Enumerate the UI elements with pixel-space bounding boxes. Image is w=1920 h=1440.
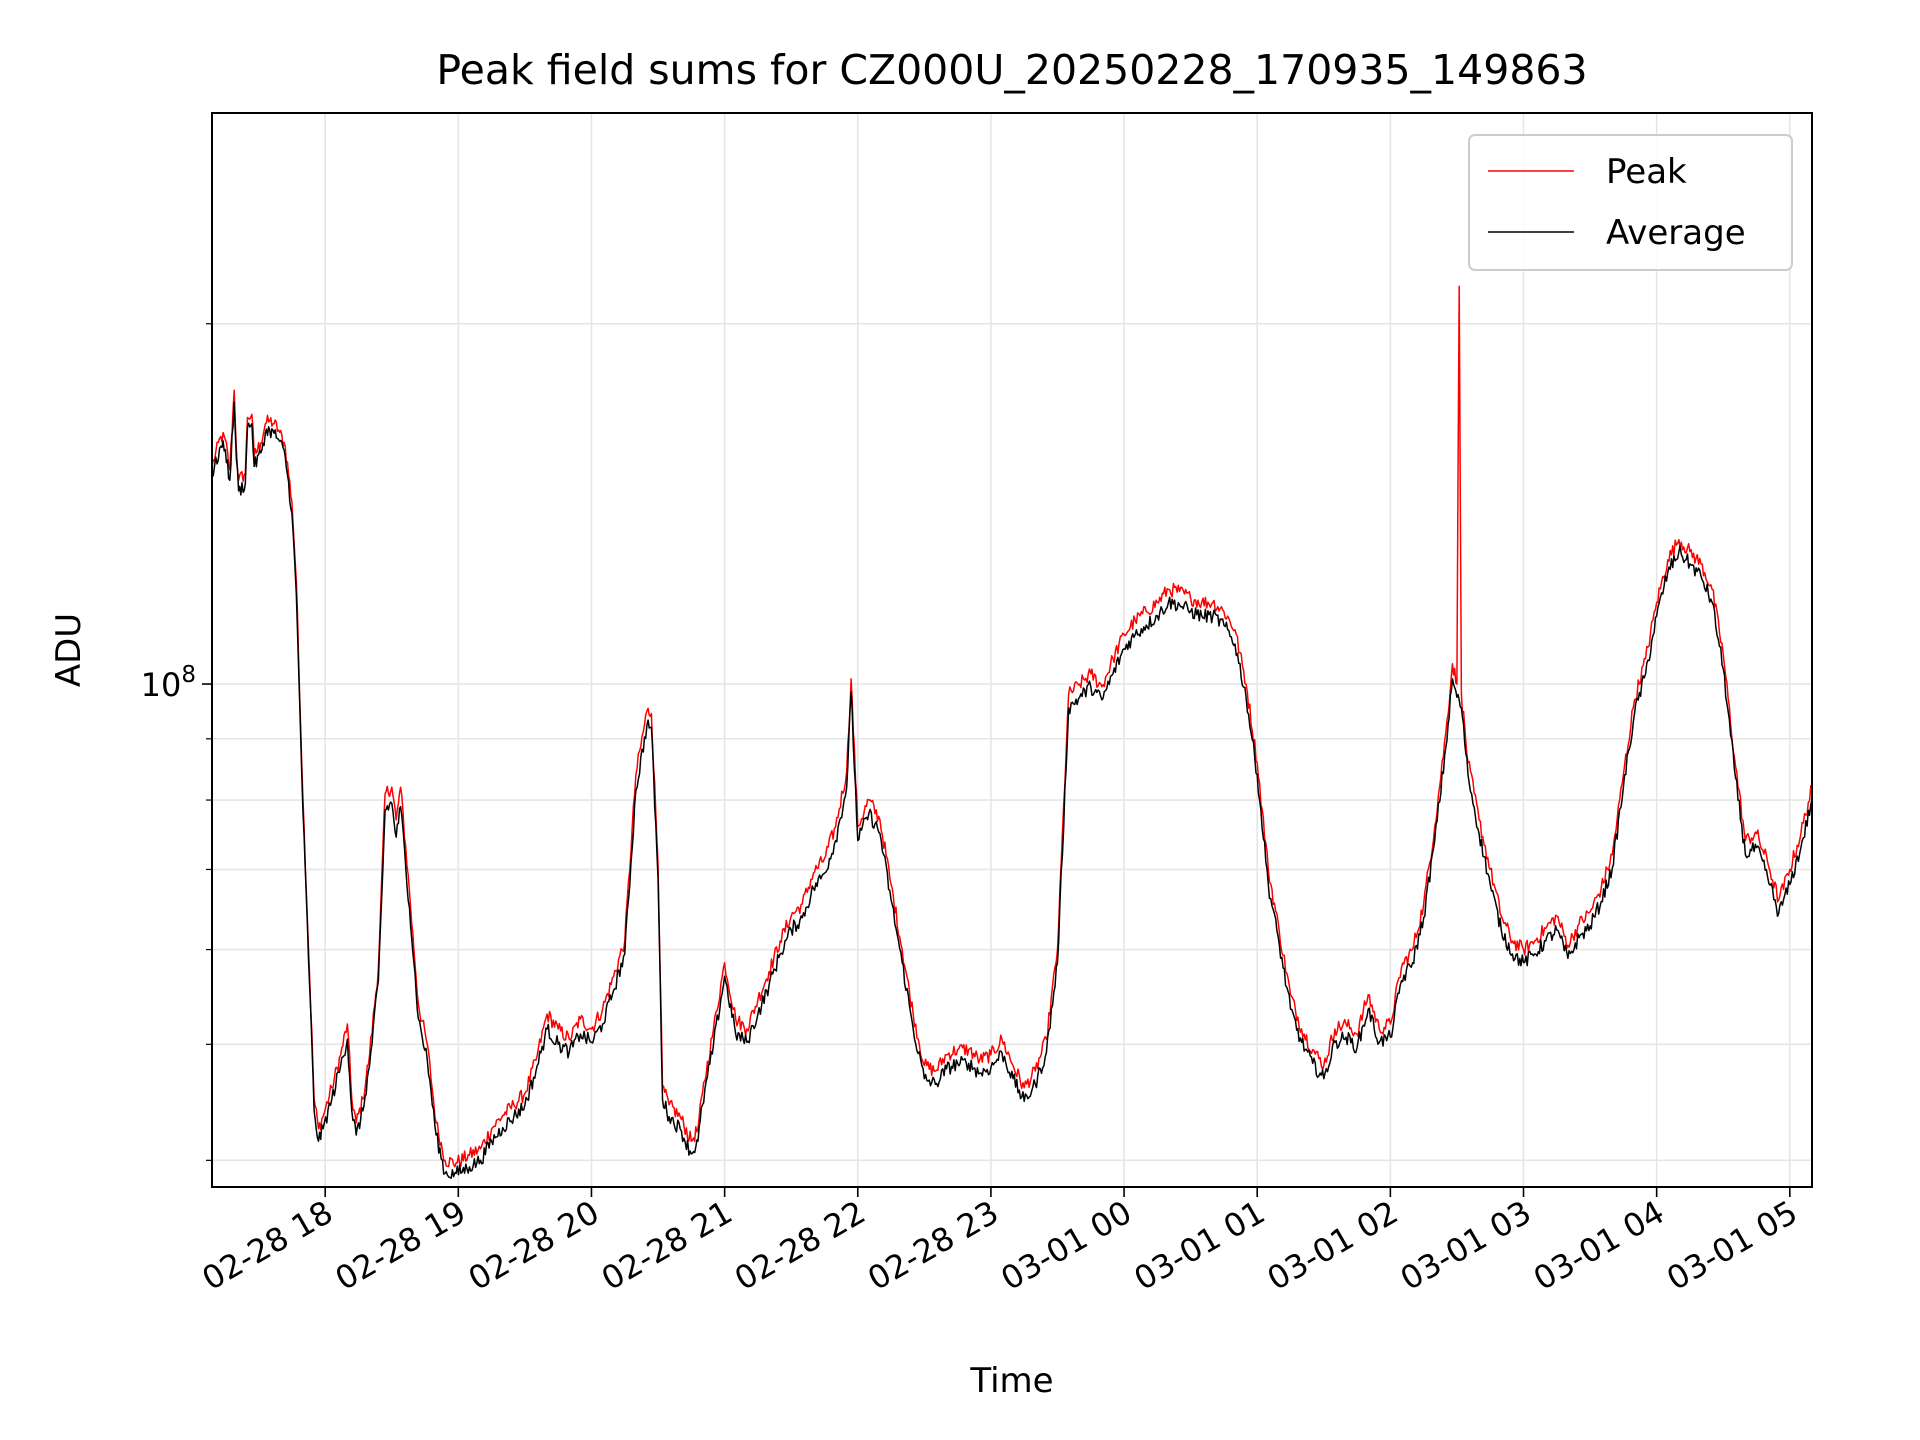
- y-tick-label-base: 10: [141, 666, 182, 704]
- legend: Peak Average: [1468, 134, 1793, 271]
- y-tick-label-exponent: 8: [181, 662, 196, 688]
- series-line-average: [212, 401, 1812, 1179]
- legend-box: [1468, 134, 1793, 271]
- series-line-peak: [212, 285, 1812, 1168]
- plot-frame: [211, 112, 1813, 1188]
- x-axis-label: Time: [969, 1361, 1053, 1401]
- legend-label-average: Average: [1606, 213, 1746, 253]
- y-axis-ticks: 108: [141, 323, 212, 1161]
- y-tick-label: 108: [141, 662, 196, 704]
- y-axis-label: ADU: [49, 613, 89, 687]
- legend-label-peak: Peak: [1606, 152, 1687, 192]
- plot-series: [212, 285, 1812, 1179]
- chart-title: Peak field sums for CZ000U_20250228_1709…: [436, 46, 1587, 94]
- grid: [212, 113, 1812, 1187]
